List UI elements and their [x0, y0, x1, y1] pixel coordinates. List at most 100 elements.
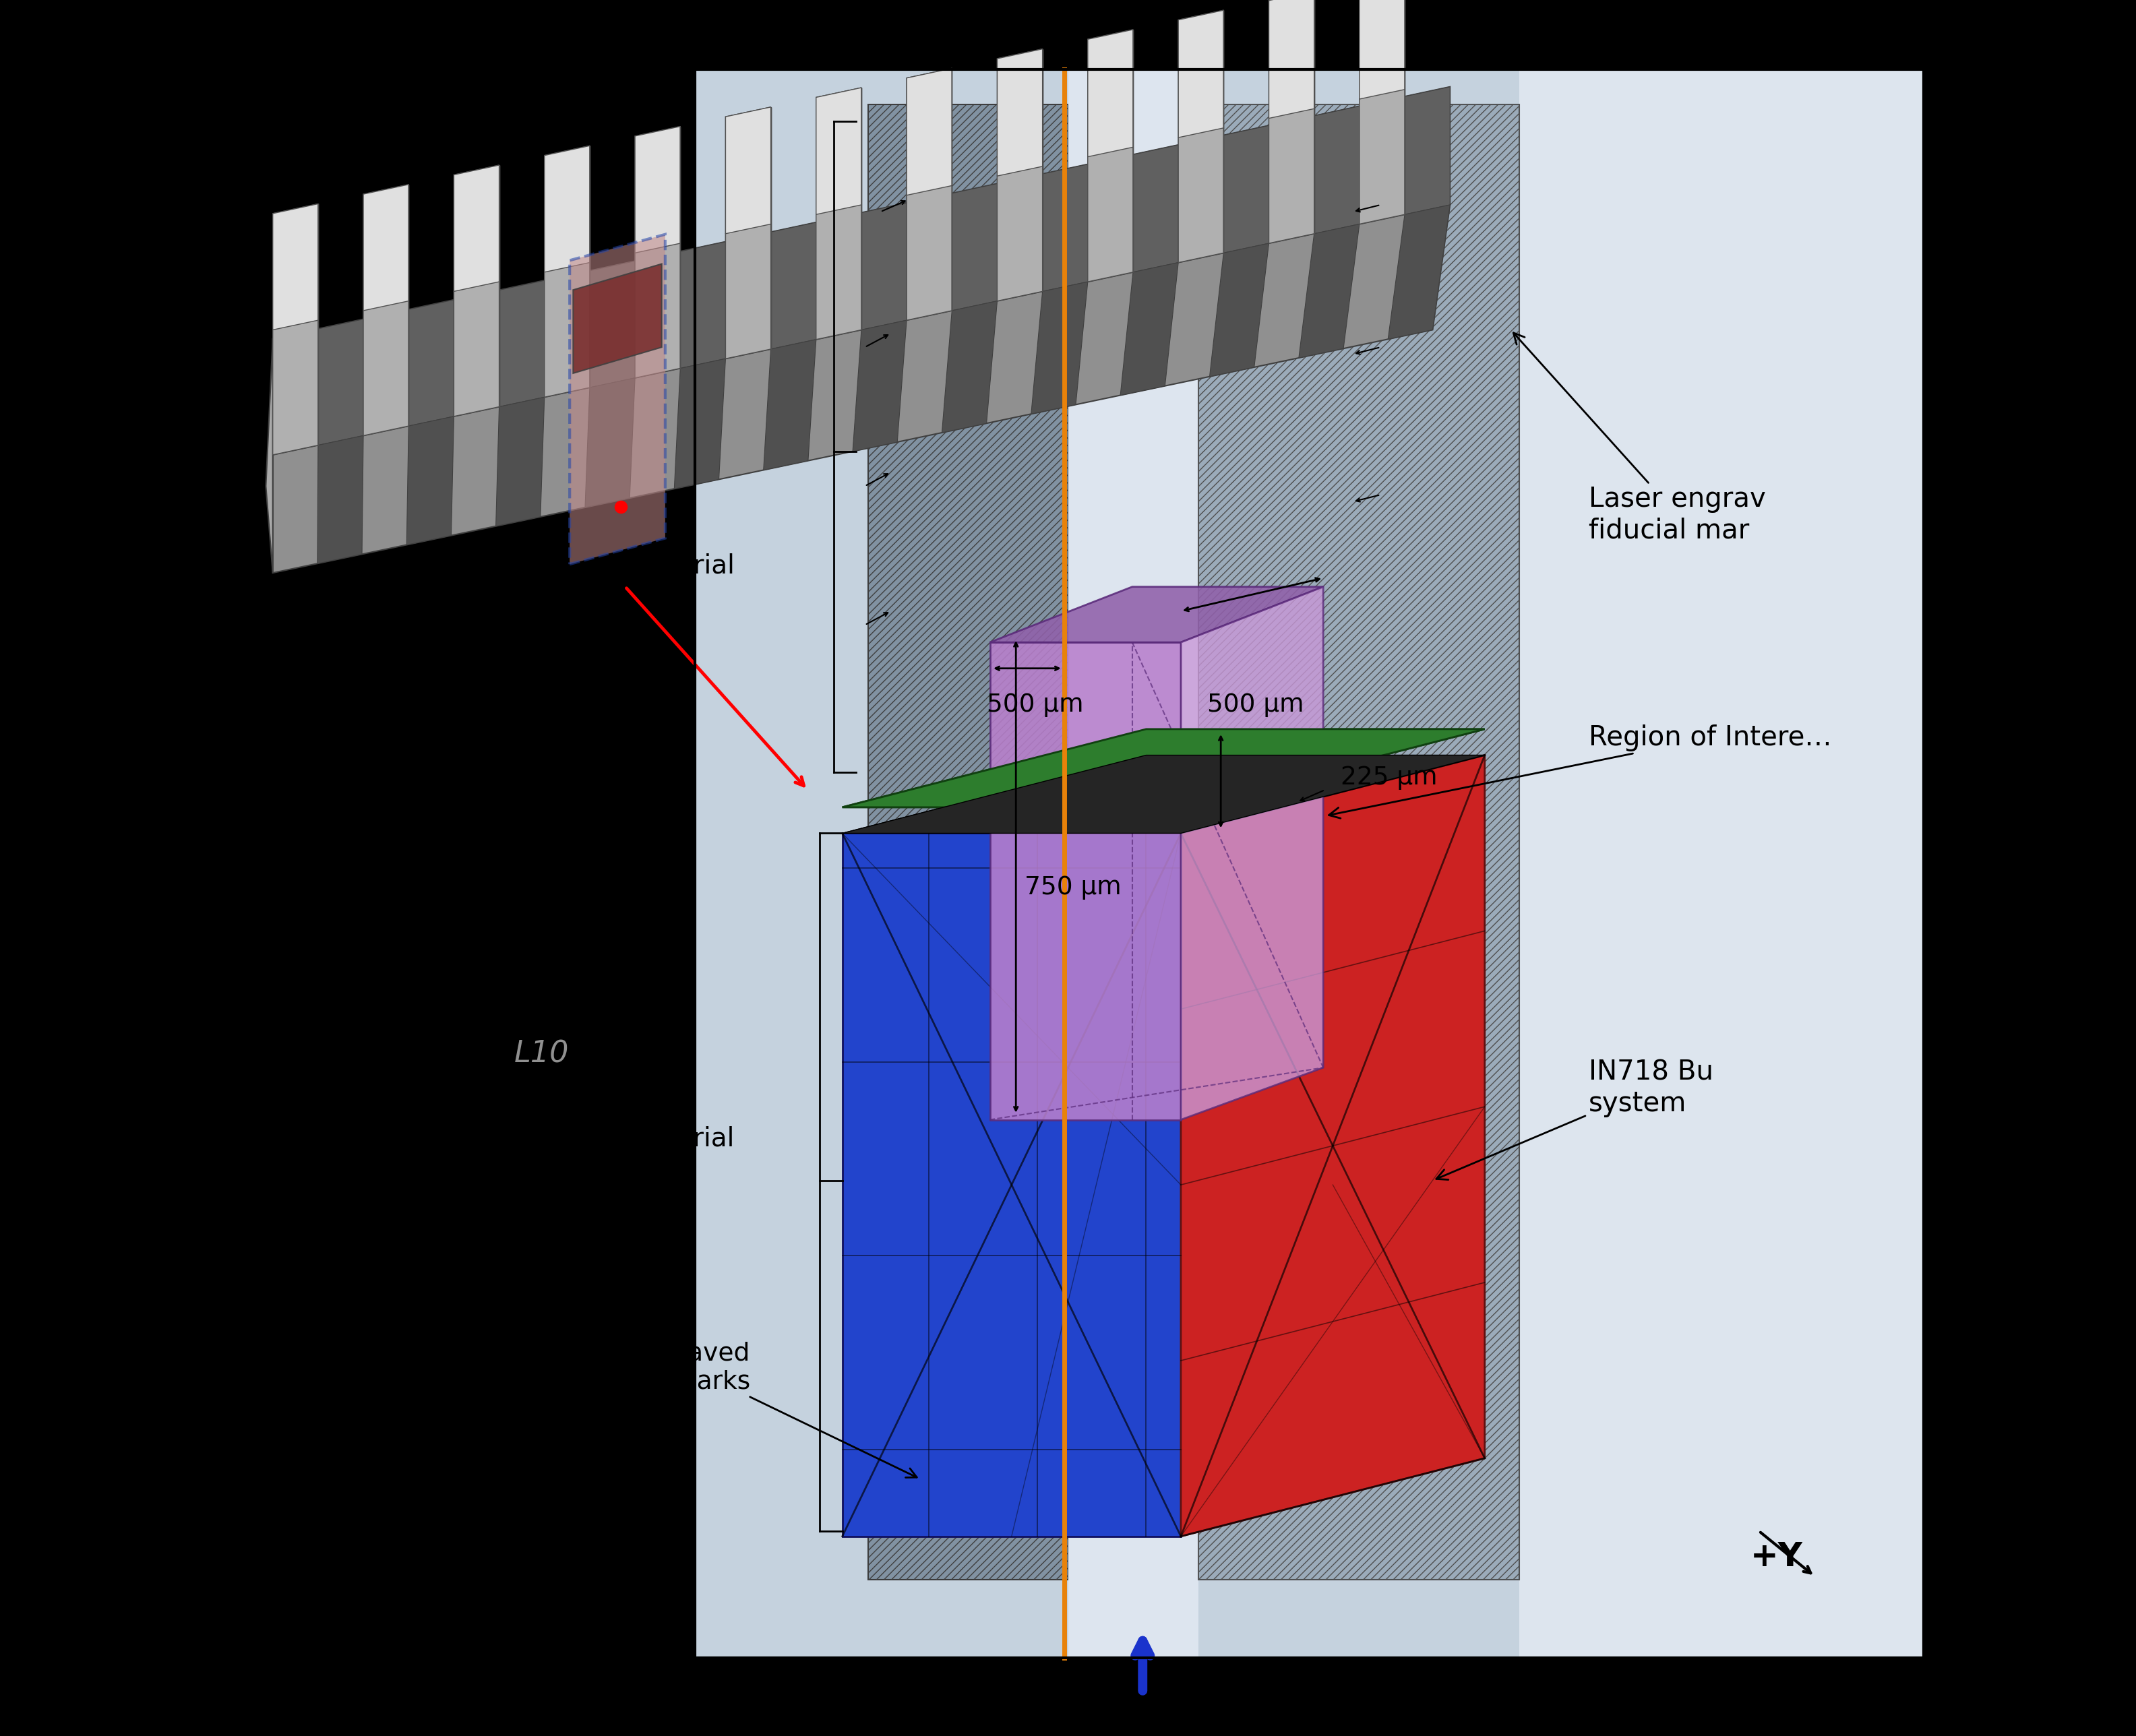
Polygon shape [1209, 243, 1269, 377]
Polygon shape [1087, 148, 1132, 281]
Polygon shape [453, 165, 500, 292]
Polygon shape [318, 319, 363, 444]
Polygon shape [1269, 0, 1314, 125]
Polygon shape [942, 300, 998, 432]
Polygon shape [1358, 0, 1405, 99]
Polygon shape [842, 729, 1485, 807]
Polygon shape [570, 234, 664, 564]
Polygon shape [1314, 106, 1358, 234]
Polygon shape [998, 49, 1042, 175]
Polygon shape [852, 319, 906, 451]
Polygon shape [545, 262, 590, 398]
Polygon shape [842, 729, 1485, 807]
Polygon shape [363, 300, 408, 436]
Polygon shape [1181, 755, 1485, 1536]
Polygon shape [273, 87, 1450, 455]
Polygon shape [989, 642, 1181, 1120]
Polygon shape [496, 398, 545, 526]
Polygon shape [1269, 0, 1314, 118]
Polygon shape [1388, 205, 1450, 339]
Polygon shape [1224, 125, 1269, 253]
Polygon shape [273, 205, 1450, 573]
Text: 750 μm: 750 μm [1025, 875, 1121, 899]
Polygon shape [1121, 262, 1179, 396]
Polygon shape [675, 359, 726, 490]
Polygon shape [1087, 30, 1132, 165]
Text: 225 μm: 225 μm [1341, 766, 1438, 790]
Polygon shape [869, 104, 1068, 1580]
Polygon shape [1179, 10, 1224, 144]
Polygon shape [816, 89, 861, 222]
Polygon shape [273, 203, 318, 330]
Polygon shape [1269, 109, 1314, 243]
Text: 500 μm: 500 μm [987, 693, 1083, 717]
Bar [1068, 69, 1198, 1658]
Polygon shape [998, 167, 1042, 300]
Polygon shape [989, 587, 1322, 642]
Text: aterial: aterial [651, 1125, 735, 1151]
Polygon shape [634, 127, 679, 253]
Polygon shape [726, 108, 771, 234]
Polygon shape [726, 108, 771, 241]
Polygon shape [842, 755, 1485, 833]
Polygon shape [1179, 10, 1224, 137]
Polygon shape [679, 241, 726, 368]
Polygon shape [545, 146, 590, 281]
Polygon shape [998, 49, 1042, 184]
Text: L9: L9 [575, 1066, 613, 1094]
Polygon shape [1087, 30, 1132, 156]
Bar [694, 69, 1925, 1658]
Polygon shape [816, 205, 861, 340]
Polygon shape [634, 127, 679, 260]
Polygon shape [842, 833, 1181, 1536]
Polygon shape [318, 436, 363, 564]
Text: 500 μm: 500 μm [1207, 693, 1303, 717]
Polygon shape [453, 165, 500, 300]
Text: engraved
al marks: engraved al marks [630, 1342, 916, 1477]
Polygon shape [842, 755, 1485, 833]
Polygon shape [861, 203, 906, 330]
Polygon shape [363, 184, 408, 311]
Polygon shape [1032, 281, 1087, 413]
Polygon shape [906, 68, 953, 203]
Polygon shape [1358, 90, 1405, 224]
Polygon shape [953, 184, 998, 311]
Polygon shape [1358, 0, 1405, 106]
Polygon shape [408, 300, 453, 425]
Text: Region of Intere…: Region of Intere… [1329, 724, 1833, 818]
Polygon shape [453, 281, 500, 417]
Text: d Material: d Material [602, 552, 735, 578]
Text: L8: L8 [626, 1078, 666, 1106]
Text: L10: L10 [515, 1040, 570, 1068]
Bar [694, 69, 1519, 1658]
Polygon shape [585, 378, 634, 507]
Polygon shape [1132, 144, 1179, 273]
Polygon shape [906, 68, 953, 194]
Polygon shape [1405, 87, 1450, 215]
Polygon shape [273, 319, 318, 455]
Polygon shape [590, 260, 634, 387]
Text: Laser engrav
fiducial mar: Laser engrav fiducial mar [1514, 333, 1766, 543]
Bar [694, 69, 1925, 1658]
Polygon shape [500, 281, 545, 406]
Polygon shape [763, 340, 816, 470]
Polygon shape [1198, 104, 1519, 1580]
Polygon shape [634, 243, 679, 378]
Polygon shape [1042, 165, 1087, 292]
Polygon shape [363, 184, 408, 319]
Polygon shape [771, 222, 816, 349]
Polygon shape [265, 339, 273, 573]
Polygon shape [1299, 224, 1358, 358]
Text: +Y: +Y [1749, 1540, 1803, 1573]
Polygon shape [545, 146, 590, 273]
Bar [1519, 69, 1925, 1658]
Text: IN718 Bu
system: IN718 Bu system [1435, 1059, 1713, 1180]
Polygon shape [572, 264, 662, 373]
Polygon shape [726, 224, 771, 359]
Polygon shape [406, 417, 453, 545]
Polygon shape [906, 186, 953, 319]
Polygon shape [1181, 587, 1322, 1120]
Polygon shape [273, 203, 318, 339]
Polygon shape [1179, 128, 1224, 262]
Polygon shape [816, 89, 861, 215]
